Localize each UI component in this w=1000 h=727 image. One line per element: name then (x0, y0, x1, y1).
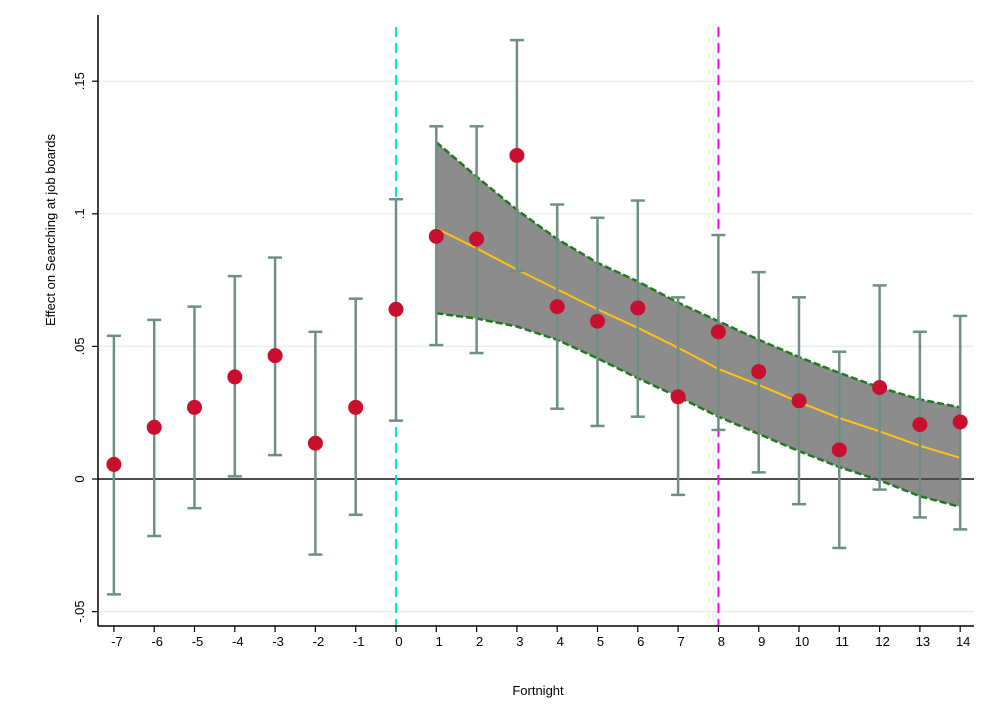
data-point (872, 380, 888, 396)
y-tick-label: .1 (72, 208, 87, 219)
x-tick-label: 6 (637, 634, 644, 649)
data-point (670, 389, 686, 405)
points (106, 147, 968, 472)
data-point (227, 369, 243, 385)
x-tick-label: 3 (516, 634, 523, 649)
data-point (630, 300, 646, 316)
data-point (428, 228, 444, 244)
y-tick-label: .05 (72, 337, 87, 355)
x-tick-label: 4 (557, 634, 564, 649)
data-point (307, 435, 323, 451)
data-point (710, 324, 726, 340)
axes: -.050.05.1.15-7 -6 -5 -4 -3 -2 -1 0 1 2 3 4 5 6 7 8 9 10 1… (72, 15, 974, 649)
confidence-band-area (436, 142, 961, 507)
data-point (952, 414, 968, 430)
data-point (267, 348, 283, 364)
x-tick-label: 2 (476, 634, 483, 649)
x-tick-label: 1 (436, 634, 443, 649)
x-tick-label: -6 (151, 634, 163, 649)
x-tick-label: 0 (395, 634, 402, 649)
y-axis-title: Effect on Searching at job boards (43, 134, 58, 326)
x-tick-label: 11 (836, 634, 850, 649)
x-tick-label: -7 (111, 634, 123, 649)
data-point (187, 399, 202, 415)
fit-band (435, 141, 961, 509)
data-point (348, 399, 364, 415)
x-tick-label: 5 (597, 634, 604, 649)
data-point (831, 442, 847, 458)
x-tick-label: -5 (192, 634, 204, 649)
vertical-reference-lines (395, 27, 720, 626)
x-tick-label: 7 (677, 634, 684, 649)
grid-lines (98, 80, 974, 613)
x-tick-label: 14 (956, 634, 970, 649)
fit-line-group (435, 227, 961, 459)
y-tick-label: -.05 (72, 600, 87, 622)
data-point (469, 231, 485, 247)
x-tick-label: -1 (353, 634, 365, 649)
y-tick-label: 0 (72, 475, 87, 482)
x-tick-label: -4 (232, 634, 244, 649)
data-point (912, 417, 928, 433)
data-point (590, 313, 605, 329)
x-tick-label: 13 (916, 634, 930, 649)
x-tick-label: 8 (718, 634, 725, 649)
x-tick-label: 10 (795, 634, 809, 649)
x-tick-label: 9 (758, 634, 765, 649)
data-point (791, 393, 807, 409)
data-point (509, 147, 525, 163)
data-point (388, 301, 404, 317)
data-point (549, 299, 565, 315)
data-point (106, 456, 122, 472)
band-lower-edge (436, 312, 961, 509)
fitted-line (435, 227, 961, 459)
x-tick-label: -2 (313, 634, 325, 649)
x-axis-title: Fortnight (512, 683, 564, 698)
data-point (146, 419, 162, 435)
data-point (751, 364, 767, 380)
x-tick-label: 12 (875, 634, 889, 649)
x-tick-label: -3 (272, 634, 284, 649)
y-tick-label: .15 (72, 72, 87, 90)
